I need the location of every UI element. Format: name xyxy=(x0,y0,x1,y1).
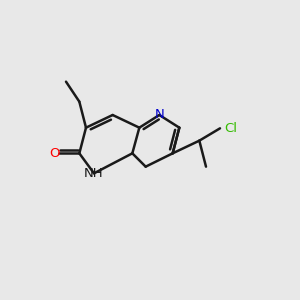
Text: O: O xyxy=(49,147,60,160)
Text: N: N xyxy=(154,109,164,122)
Text: NH: NH xyxy=(84,167,104,180)
Text: Cl: Cl xyxy=(224,122,237,135)
